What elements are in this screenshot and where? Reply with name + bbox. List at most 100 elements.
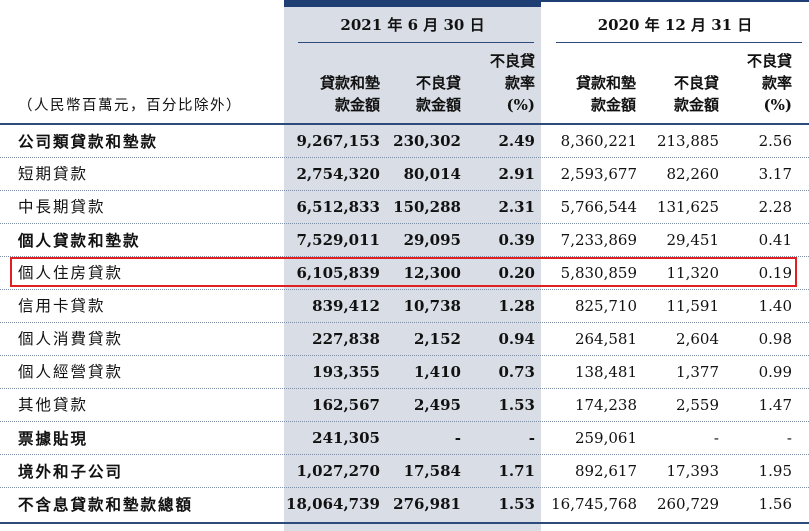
value-cell-d3: 0.99 — [758, 363, 792, 381]
value-cell-d2: 82,260 — [666, 165, 720, 183]
row-separator — [0, 421, 809, 422]
value-cell-d1: 264,581 — [574, 330, 637, 348]
value-cell-c1: 2,754,320 — [296, 165, 380, 183]
value-cell-c2: 2,495 — [414, 396, 461, 414]
value-cell-c3: 2.91 — [498, 165, 535, 183]
value-cell-d3: 3.17 — [758, 165, 792, 183]
value-cell-c2: 12,300 — [403, 264, 461, 282]
value-cell-d2: 260,729 — [656, 495, 719, 513]
table-row: 信用卡貸款 839,412 10,738 1.28 825,710 11,591 1.40 — [0, 290, 809, 323]
row-separator — [0, 190, 809, 191]
value-cell-d3: 1.56 — [758, 495, 792, 513]
row-label: 票據貼現 — [18, 429, 89, 448]
value-cell-d2: 213,885 — [656, 132, 719, 150]
table-row: 個人住房貸款 6,105,839 12,300 0.20 5,830,859 11,320… — [0, 257, 809, 290]
value-cell-d1: 5,830,859 — [560, 264, 637, 282]
table-row: 公司類貸款和墊款 9,267,153 230,302 2.49 8,360,221 213… — [0, 125, 809, 158]
period-2021-underline — [298, 42, 534, 43]
value-cell-d3: - — [786, 429, 792, 447]
value-cell-d2: 11,591 — [666, 297, 720, 315]
value-cell-d2: - — [713, 429, 719, 447]
row-separator — [0, 223, 809, 224]
value-cell-c3: 1.53 — [498, 396, 535, 414]
value-cell-d3: 2.56 — [758, 132, 792, 150]
value-cell-c2: 80,014 — [403, 165, 461, 183]
period-2020-header: 2020 年 12 月 31 日 — [597, 16, 753, 34]
row-label: 個人貸款和墊款 — [18, 231, 141, 250]
value-cell-c3: 2.31 — [498, 198, 535, 216]
value-cell-d2: 131,625 — [656, 198, 719, 216]
value-cell-c3: 0.73 — [498, 363, 535, 381]
col-npl-2020: 不良貸 款金額 — [673, 74, 719, 114]
table-row: 票據貼現 241,305 - - 259,061 - - — [0, 422, 809, 455]
value-cell-c3: 0.20 — [498, 264, 535, 282]
value-cell-d1: 2,593,677 — [560, 165, 637, 183]
value-cell-d2: 17,393 — [666, 462, 720, 480]
row-label: 個人消費貸款 — [18, 330, 124, 348]
value-cell-c2: 1,410 — [414, 363, 461, 381]
col-loans-2021: 貸款和墊 款金額 — [319, 74, 380, 114]
row-label: 境外和子公司 — [18, 462, 124, 481]
value-cell-d3: 1.40 — [758, 297, 792, 315]
value-cell-c2: 150,288 — [393, 198, 461, 216]
value-cell-c2: 10,738 — [403, 297, 461, 315]
value-cell-d2: 11,320 — [666, 264, 720, 282]
row-label: 公司類貸款和墊款 — [18, 132, 159, 151]
value-cell-d3: 1.95 — [758, 462, 792, 480]
table-row: 中長期貸款 6,512,833 150,288 2.31 5,766,544 131,62… — [0, 191, 809, 224]
row-label: 不含息貸款和墊款總額 — [18, 495, 194, 514]
row-label: 短期貸款 — [18, 165, 89, 183]
value-cell-c1: 6,512,833 — [296, 198, 380, 216]
value-cell-d1: 16,745,768 — [551, 495, 637, 513]
value-cell-d3: 0.98 — [758, 330, 792, 348]
col-ratio-2020: 不良貸 款率 (%) — [746, 52, 792, 114]
value-cell-c1: 839,412 — [312, 297, 380, 315]
row-separator — [0, 454, 809, 455]
row-separator — [0, 289, 809, 290]
row-separator — [0, 322, 809, 323]
row-label: 個人經營貸款 — [18, 363, 124, 381]
row-separator — [0, 157, 809, 158]
value-cell-c2: 230,302 — [393, 132, 461, 150]
value-cell-d2: 2,604 — [676, 330, 719, 348]
value-cell-c1: 162,567 — [312, 396, 380, 414]
value-cell-d1: 892,617 — [574, 462, 637, 480]
value-cell-c1: 241,305 — [312, 429, 380, 447]
table-row: 個人貸款和墊款 7,529,011 29,095 0.39 7,233,869 29,45… — [0, 224, 809, 257]
value-cell-c1: 193,355 — [312, 363, 380, 381]
value-cell-c2: 2,152 — [414, 330, 461, 348]
value-cell-c3: 1.28 — [498, 297, 535, 315]
current-period-shading — [284, 0, 541, 531]
value-cell-d1: 8,360,221 — [560, 132, 637, 150]
value-cell-c2: 29,095 — [403, 231, 461, 249]
value-cell-d2: 1,377 — [676, 363, 719, 381]
value-cell-c2: - — [454, 429, 461, 447]
period-2020-underline — [556, 42, 802, 43]
row-separator — [0, 355, 809, 356]
col-npl-2021: 不良貸 款金額 — [415, 74, 461, 114]
prior-period-top-bar — [541, 0, 809, 2]
value-cell-c1: 227,838 — [312, 330, 380, 348]
value-cell-d1: 138,481 — [574, 363, 637, 381]
value-cell-d1: 259,061 — [574, 429, 637, 447]
row-label: 中長期貸款 — [18, 198, 106, 216]
period-2021-header: 2021 年 6 月 30 日 — [340, 16, 485, 34]
value-cell-c1: 9,267,153 — [296, 132, 380, 150]
value-cell-c1: 7,529,011 — [296, 231, 380, 249]
value-cell-c3: 0.94 — [498, 330, 535, 348]
row-separator — [0, 256, 809, 257]
row-separator — [0, 487, 809, 488]
value-cell-c2: 17,584 — [403, 462, 461, 480]
table-row: 個人經營貸款 193,355 1,410 0.73 138,481 1,377 0.99 — [0, 356, 809, 389]
table-row: 短期貸款 2,754,320 80,014 2.91 2,593,677 82,260 3.… — [0, 158, 809, 191]
current-period-top-bar — [284, 0, 541, 7]
value-cell-c3: 2.49 — [498, 132, 535, 150]
table-row: 個人消費貸款 227,838 2,152 0.94 264,581 2,604 0.98 — [0, 323, 809, 356]
value-cell-d3: 0.41 — [758, 231, 792, 249]
header-rule — [0, 123, 809, 125]
row-label: 信用卡貸款 — [18, 297, 106, 315]
row-separator — [0, 388, 809, 389]
row-label: 其他貸款 — [18, 396, 89, 414]
value-cell-d1: 174,238 — [574, 396, 637, 414]
value-cell-c2: 276,981 — [393, 495, 461, 513]
